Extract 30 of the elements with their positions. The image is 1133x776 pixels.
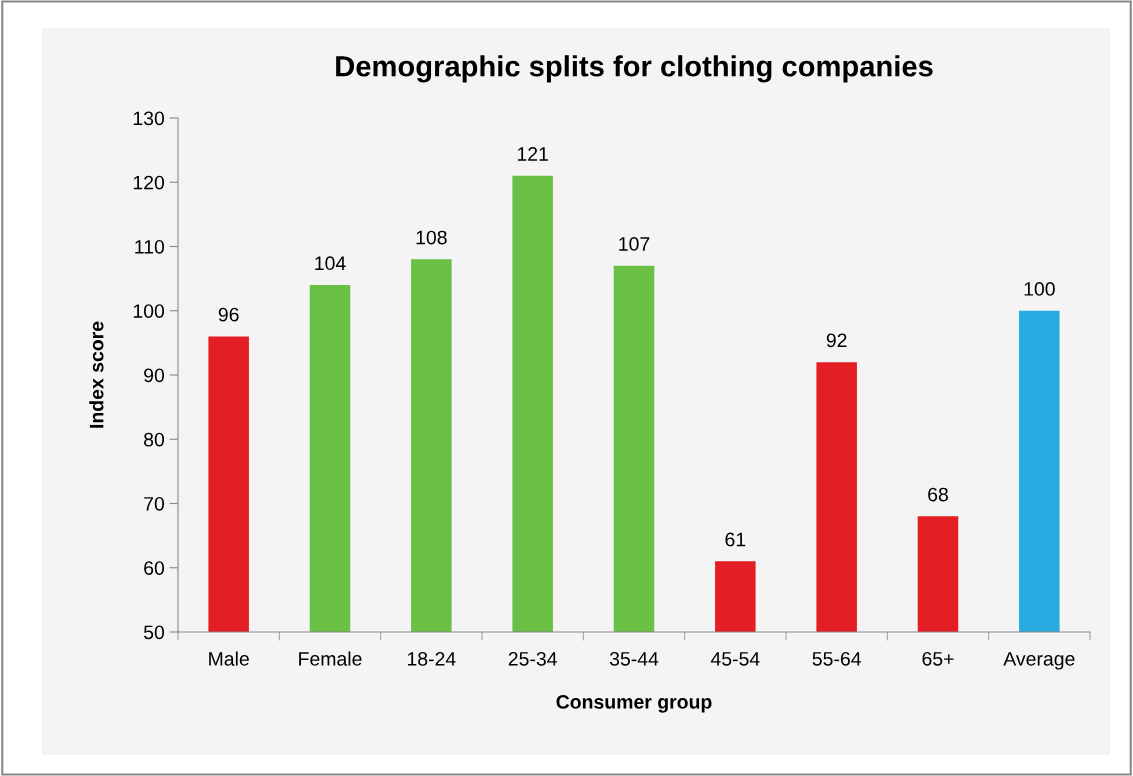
y-tick-label: 50 xyxy=(143,625,165,640)
data-label: 100 xyxy=(1024,282,1055,296)
x-tick-label: Female xyxy=(299,651,362,666)
y-tick-label: 80 xyxy=(144,432,165,447)
x-tick-label: 45-54 xyxy=(710,652,760,666)
y-tick-label: 60 xyxy=(144,561,165,575)
y-tick-label: 90 xyxy=(144,368,165,383)
x-tick-label: 35-44 xyxy=(609,651,659,666)
y-tick-label: 130 xyxy=(133,111,165,126)
x-tick-label: 25-34 xyxy=(508,651,557,666)
y-axis-title: Index score xyxy=(89,321,104,428)
data-label: 104 xyxy=(315,256,346,271)
x-tick-label: Male xyxy=(209,651,249,666)
data-label: 61 xyxy=(725,532,746,547)
y-tick-label: 100 xyxy=(133,304,165,318)
y-tick-label: 70 xyxy=(144,496,165,511)
x-axis-title: Consumer group xyxy=(556,695,712,713)
x-tick-label: 18-24 xyxy=(407,651,456,666)
data-label: 108 xyxy=(416,230,447,245)
chart-title: Demographic splits for clothing companies xyxy=(336,55,933,83)
data-label: 92 xyxy=(826,333,847,348)
data-label: 121 xyxy=(517,147,548,161)
y-tick-label: 110 xyxy=(135,239,165,254)
y-tick-label: 120 xyxy=(133,175,165,190)
data-label: 96 xyxy=(218,307,239,322)
data-label: 68 xyxy=(928,487,948,502)
x-tick-label: 55-64 xyxy=(812,651,861,666)
x-tick-label: 65+ xyxy=(922,651,954,666)
x-tick-label: Average xyxy=(1003,652,1075,670)
data-label: 107 xyxy=(619,237,650,251)
